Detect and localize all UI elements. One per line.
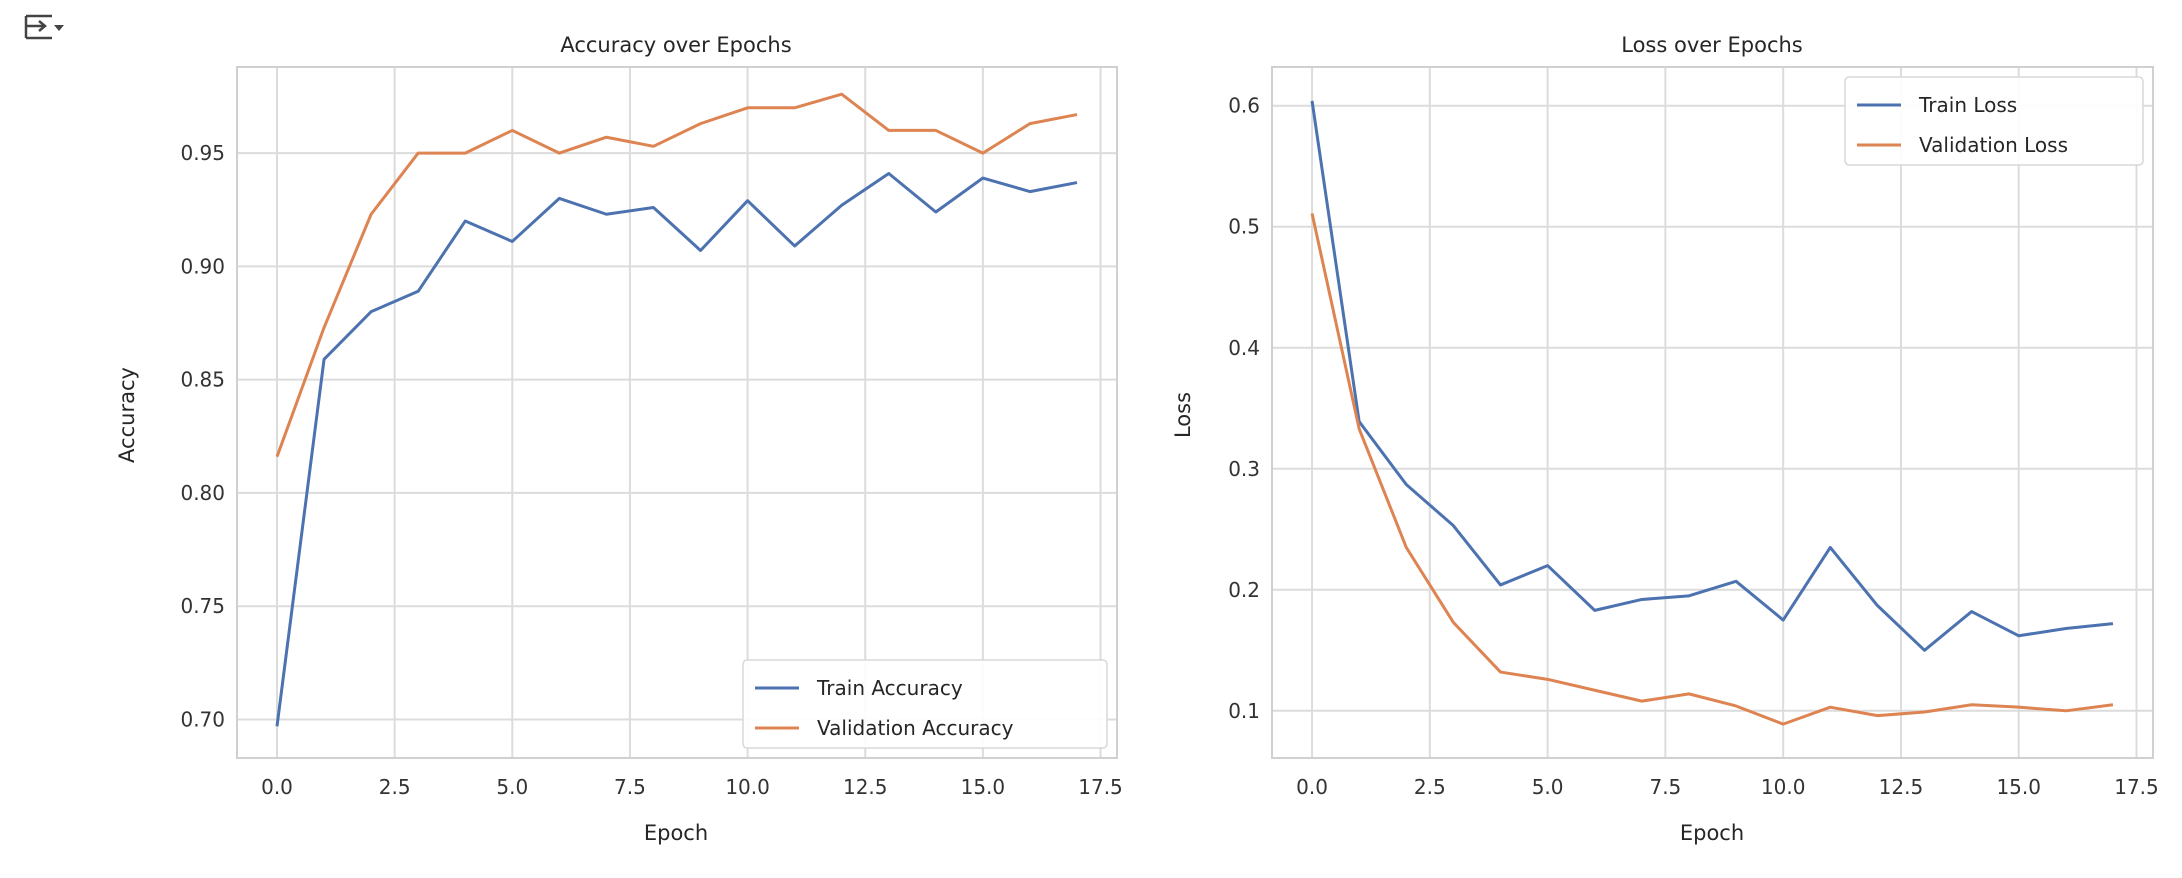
- legend-label: Train Loss: [1918, 93, 2017, 117]
- series-line: [275, 171, 1078, 727]
- y-tick-label: 0.2: [1228, 578, 1260, 602]
- legend-box: [1844, 76, 2144, 166]
- x-tick-label: 15.0: [961, 775, 1006, 799]
- y-tick-label: 0.90: [180, 254, 225, 278]
- series-line: [275, 92, 1078, 458]
- x-tick-label: 7.5: [1649, 775, 1681, 799]
- plot-frame: [1271, 66, 2154, 759]
- y-tick-label: 0.1: [1228, 699, 1260, 723]
- y-tick-label: 0.5: [1228, 215, 1260, 239]
- legend: Train Loss Validation Loss: [1844, 76, 2144, 166]
- x-tick-label: 0.0: [1296, 775, 1328, 799]
- y-tick-label: 0.80: [180, 481, 225, 505]
- chart-title: Accuracy over Epochs: [560, 33, 791, 57]
- x-tick-label: 17.5: [2114, 775, 2159, 799]
- x-tick-label: 0.0: [261, 775, 293, 799]
- x-tick-label: 5.0: [496, 775, 528, 799]
- y-tick-label: 0.4: [1228, 336, 1260, 360]
- x-tick-label: 7.5: [614, 775, 646, 799]
- plot-frame: [236, 66, 1118, 759]
- y-tick-label: 0.6: [1228, 94, 1260, 118]
- y-tick-label: 0.95: [180, 141, 225, 165]
- y-axis-label: Accuracy: [115, 367, 139, 463]
- x-axis-label: Epoch: [1680, 821, 1744, 845]
- x-tick-label: 2.5: [1414, 775, 1446, 799]
- legend-label: Validation Loss: [1919, 133, 2068, 157]
- x-tick-label: 10.0: [1761, 775, 1806, 799]
- x-tick-label: 12.5: [843, 775, 888, 799]
- series-line: [1310, 213, 2114, 726]
- series-line: [1310, 100, 2114, 652]
- x-tick-label: 17.5: [1078, 775, 1123, 799]
- x-tick-label: 2.5: [379, 775, 411, 799]
- x-tick-label: 15.0: [1996, 775, 2041, 799]
- y-tick-label: 0.3: [1228, 457, 1260, 481]
- y-tick-label: 0.75: [180, 594, 225, 618]
- x-tick-label: 12.5: [1879, 775, 1924, 799]
- chart-title: Loss over Epochs: [1621, 33, 1802, 57]
- loss-chart: Loss over Epochs Epoch Loss 0.0 2.5 5.0 7.5…: [1171, 33, 2159, 845]
- output-settings-icon[interactable]: [22, 12, 66, 52]
- y-tick-label: 0.85: [180, 368, 225, 392]
- x-tick-label: 5.0: [1532, 775, 1564, 799]
- gridlines: [237, 67, 1117, 758]
- y-axis-label: Loss: [1171, 392, 1195, 438]
- y-tick-label: 0.70: [180, 707, 225, 731]
- x-axis-label: Epoch: [644, 821, 708, 845]
- x-tick-label: 10.0: [725, 775, 770, 799]
- accuracy-chart: Accuracy over Epochs Epoch Accuracy 0.0 2…: [115, 33, 1123, 845]
- legend: Train Accuracy Validation Accuracy: [742, 659, 1108, 749]
- gridlines: [1272, 67, 2153, 758]
- legend-label: Train Accuracy: [816, 676, 963, 700]
- legend-box: [742, 659, 1108, 749]
- legend-label: Validation Accuracy: [817, 716, 1014, 740]
